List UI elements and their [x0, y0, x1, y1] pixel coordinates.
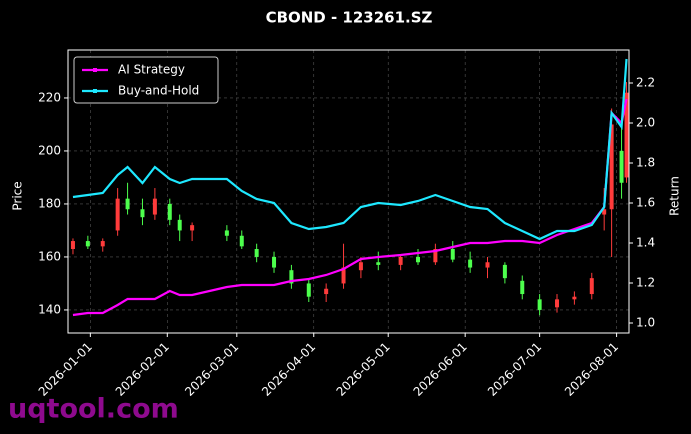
y2-tick-label: 2.2	[636, 76, 655, 90]
candle-body	[624, 92, 629, 178]
candle-body	[324, 288, 329, 295]
y2-tick-label: 1.4	[636, 236, 655, 250]
y-tick-label: 180	[38, 196, 61, 210]
y2-tick-label: 1.6	[636, 196, 655, 210]
y2-tick-label: 1.2	[636, 276, 655, 290]
legend-label: Buy-and-Hold	[118, 84, 199, 98]
series-line	[72, 98, 628, 317]
x-tick-label: 2026-03-01	[182, 340, 241, 399]
candle-body	[306, 283, 311, 297]
candle-body	[239, 235, 244, 247]
y-axis-label: Price	[11, 181, 25, 210]
legend-label: AI Strategy	[118, 63, 185, 77]
candle-body	[433, 249, 438, 263]
x-tick-label: 2026-06-01	[411, 340, 470, 399]
candle-body	[224, 230, 229, 236]
series-line	[72, 58, 628, 241]
candle-body	[468, 259, 473, 268]
candle-body	[70, 241, 75, 250]
y-tick-label: 140	[38, 302, 61, 316]
candle-body	[572, 296, 577, 300]
candle-body	[289, 270, 294, 284]
x-tick-label: 2026-05-01	[334, 340, 393, 399]
candle-body	[619, 150, 624, 183]
y2-axis-label: Return	[668, 176, 682, 216]
plot-frame	[67, 49, 630, 334]
y-tick-label: 200	[38, 143, 61, 157]
watermark: uqtool.com	[8, 394, 179, 425]
x-tick-label: 2026-07-01	[485, 340, 544, 399]
candle-body	[609, 124, 614, 210]
candle-body	[589, 278, 594, 295]
y2-tick-label: 1.0	[636, 316, 655, 330]
candle-body	[376, 262, 381, 265]
candle-body	[125, 198, 130, 210]
candle-body	[398, 256, 403, 265]
candle-body	[502, 264, 507, 279]
candle-body	[485, 262, 490, 268]
y-tick-label: 160	[38, 249, 61, 263]
y2-tick-label: 1.8	[636, 156, 655, 170]
candle-body	[520, 280, 525, 295]
x-tick-label: 2026-04-01	[259, 340, 318, 399]
x-tick-label: 2026-08-01	[562, 340, 621, 399]
legend-box	[73, 56, 219, 104]
x-tick-label: 2026-02-01	[113, 340, 172, 399]
candle-body	[152, 198, 157, 215]
y2-tick-label: 2.0	[636, 116, 655, 130]
candle-body	[555, 299, 560, 308]
candle-body	[602, 209, 607, 215]
candle-body	[416, 256, 421, 263]
candle-body	[537, 299, 542, 310]
candle-body	[140, 209, 145, 218]
candle-body	[100, 241, 105, 247]
candle-body	[358, 262, 363, 271]
candle-body	[272, 256, 277, 268]
candle-body	[450, 249, 455, 260]
candle-body	[115, 198, 120, 231]
candle-body	[254, 249, 259, 257]
x-tick-label: 2026-01-01	[36, 340, 95, 399]
legend-marker	[93, 89, 97, 93]
chart-title: CBOND - 123261.SZ	[266, 9, 433, 27]
candle-body	[85, 241, 90, 247]
candle-body	[341, 267, 346, 284]
candle-body	[167, 203, 172, 220]
candle-body	[190, 225, 195, 231]
legend-marker	[93, 68, 97, 72]
candle-body	[177, 219, 182, 231]
y-tick-label: 220	[38, 90, 61, 104]
